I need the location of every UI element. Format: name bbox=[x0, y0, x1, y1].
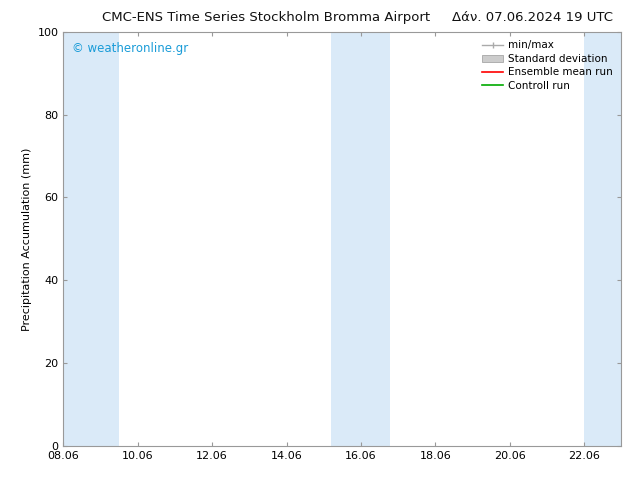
Bar bbox=[584, 32, 623, 446]
Text: Δάν. 07.06.2024 19 UTC: Δάν. 07.06.2024 19 UTC bbox=[452, 11, 613, 24]
Text: © weatheronline.gr: © weatheronline.gr bbox=[72, 42, 188, 55]
Bar bbox=[331, 32, 391, 446]
Legend: min/max, Standard deviation, Ensemble mean run, Controll run: min/max, Standard deviation, Ensemble me… bbox=[479, 37, 616, 94]
Bar bbox=[63, 32, 119, 446]
Text: CMC-ENS Time Series Stockholm Bromma Airport: CMC-ENS Time Series Stockholm Bromma Air… bbox=[102, 11, 430, 24]
Y-axis label: Precipitation Accumulation (mm): Precipitation Accumulation (mm) bbox=[22, 147, 32, 331]
